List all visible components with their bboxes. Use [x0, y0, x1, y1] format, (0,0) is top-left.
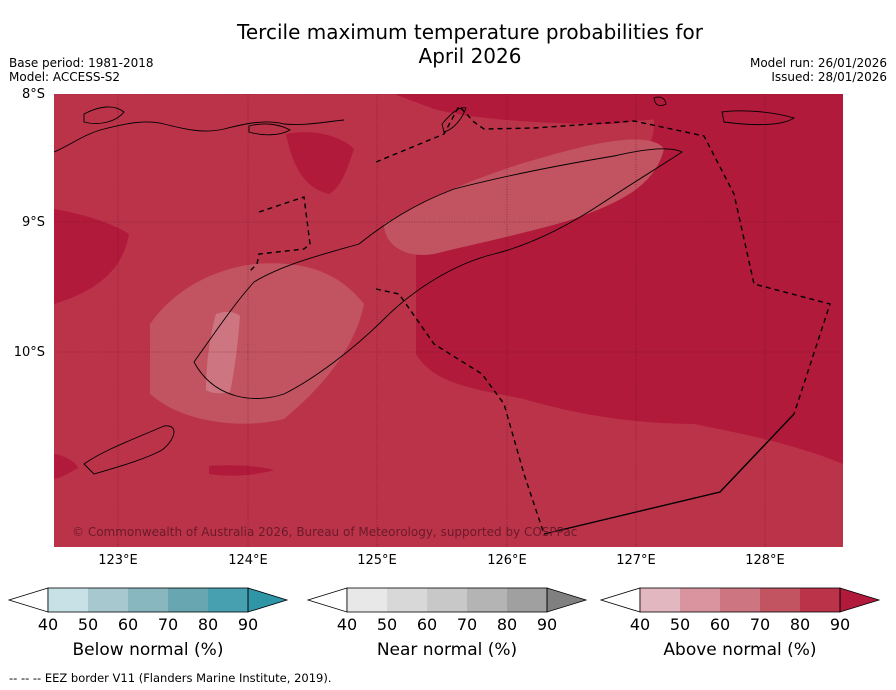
coast-island-d: [653, 96, 667, 106]
model-name: Model: ACCESS-S2: [9, 70, 121, 84]
tick-above-50: 50: [669, 615, 691, 634]
colorbar-above-normal: [599, 587, 881, 613]
cbar-above-frame: [639, 587, 841, 613]
coast-island-b: [248, 123, 291, 136]
lon-label-126e: 126°E: [487, 553, 527, 568]
lat-label-9s: 9°S: [21, 215, 45, 230]
tick-below-50: 50: [77, 615, 99, 634]
tick-below-80: 80: [197, 615, 219, 634]
lat-label-10s: 10°S: [13, 345, 45, 360]
tick-near-80: 80: [496, 615, 518, 634]
base-period: Base period: 1981-2018: [9, 56, 154, 70]
meta-right: Model run: 26/01/2026 Issued: 28/01/2026: [750, 56, 887, 84]
coastlines: [54, 96, 796, 475]
tick-near-60: 60: [416, 615, 438, 634]
cbar-below-frame: [47, 587, 249, 613]
field-60-core: [206, 311, 240, 394]
colorbar-near-title: Near normal (%): [376, 640, 518, 660]
cbar-above-80: [760, 588, 800, 612]
coast-flores: [54, 119, 345, 153]
eez-solid-boundary: [543, 413, 795, 535]
lon-label-127e: 127°E: [616, 553, 656, 568]
cbar-near-frame: [346, 587, 548, 613]
lon-label-128e: 128°E: [745, 553, 785, 568]
cbar-below-high-arrow: [247, 587, 289, 613]
probability-map[interactable]: © Commonwealth of Australia 2026, Bureau…: [54, 94, 843, 547]
model-run: Model run: 26/01/2026: [749, 56, 887, 70]
tick-below-40: 40: [37, 615, 59, 634]
cbar-above-50: [640, 588, 680, 612]
cbar-above-60: [680, 588, 720, 612]
coast-wetar: [721, 110, 796, 126]
colorbars-svg: [7, 587, 881, 613]
cbar-below-80: [168, 588, 208, 612]
cbar-below-50: [48, 588, 88, 612]
title-line-1: Tercile maximum temperature probabilitie…: [237, 20, 703, 44]
tick-above-70: 70: [749, 615, 771, 634]
cbar-near-low-arrow: [306, 587, 348, 613]
cbar-above-70: [720, 588, 760, 612]
colorbar-above-title: Above normal (%): [663, 640, 817, 660]
colorbar-below-normal: [7, 587, 289, 613]
coast-island-a: [83, 106, 125, 124]
cbar-above-low-arrow: [599, 587, 641, 613]
map-title: Tercile maximum temperature probabilitie…: [0, 20, 896, 68]
eez-east: [375, 104, 831, 415]
tick-below-70: 70: [157, 615, 179, 634]
cbar-near-80: [467, 588, 507, 612]
field-90-south: [209, 465, 274, 476]
colorbar-near-normal: [306, 587, 588, 613]
coast-island-c: [441, 107, 467, 133]
cbar-near-50: [347, 588, 387, 612]
cbar-above-90: [800, 588, 840, 612]
cbar-near-high-arrow: [546, 587, 588, 613]
coast-timor: [193, 148, 683, 399]
tick-above-80: 80: [789, 615, 811, 634]
field-90-southwest: [54, 454, 78, 479]
cbar-below-low-arrow: [7, 587, 49, 613]
lon-label-124e: 124°E: [228, 553, 268, 568]
cbar-below-60: [88, 588, 128, 612]
field-70-north-band: [384, 139, 664, 255]
colorbar-below-title: Below normal (%): [72, 640, 224, 660]
cbar-near-70: [427, 588, 467, 612]
tick-near-90: 90: [536, 615, 558, 634]
eez-west: [248, 196, 311, 273]
cbar-below-90: [208, 588, 248, 612]
cbar-near-60: [387, 588, 427, 612]
field-90-north: [394, 94, 843, 124]
lon-label-123e: 123°E: [98, 553, 138, 568]
issued-date: Issued: 28/01/2026: [771, 70, 887, 84]
copyright-notice: © Commonwealth of Australia 2026, Bureau…: [72, 525, 578, 539]
field-70-west-timor: [150, 263, 364, 424]
tick-below-90: 90: [237, 615, 259, 634]
tick-near-40: 40: [336, 615, 358, 634]
lon-label-125e: 125°E: [357, 553, 397, 568]
coast-rote: [83, 425, 175, 475]
lat-label-8s: 8°S: [21, 87, 45, 102]
meta-left: Base period: 1981-2018 Model: ACCESS-S2: [9, 56, 154, 84]
tick-below-60: 60: [117, 615, 139, 634]
tick-above-40: 40: [629, 615, 651, 634]
tick-above-60: 60: [709, 615, 731, 634]
eez-borders: [248, 104, 831, 535]
field-90-east: [416, 94, 843, 464]
eez-legend-footer: -- -- -- EEZ border V11 (Flanders Marine…: [9, 671, 332, 685]
field-90-west: [54, 209, 129, 304]
tick-above-90: 90: [829, 615, 851, 634]
cbar-near-90: [507, 588, 547, 612]
field-90-islet: [286, 132, 354, 194]
graticule: [54, 94, 843, 547]
title-line-2: April 2026: [418, 44, 522, 68]
tick-near-50: 50: [376, 615, 398, 634]
cbar-below-70: [128, 588, 168, 612]
tick-near-70: 70: [456, 615, 478, 634]
map-svg: [54, 94, 843, 547]
cbar-above-high-arrow: [839, 587, 881, 613]
